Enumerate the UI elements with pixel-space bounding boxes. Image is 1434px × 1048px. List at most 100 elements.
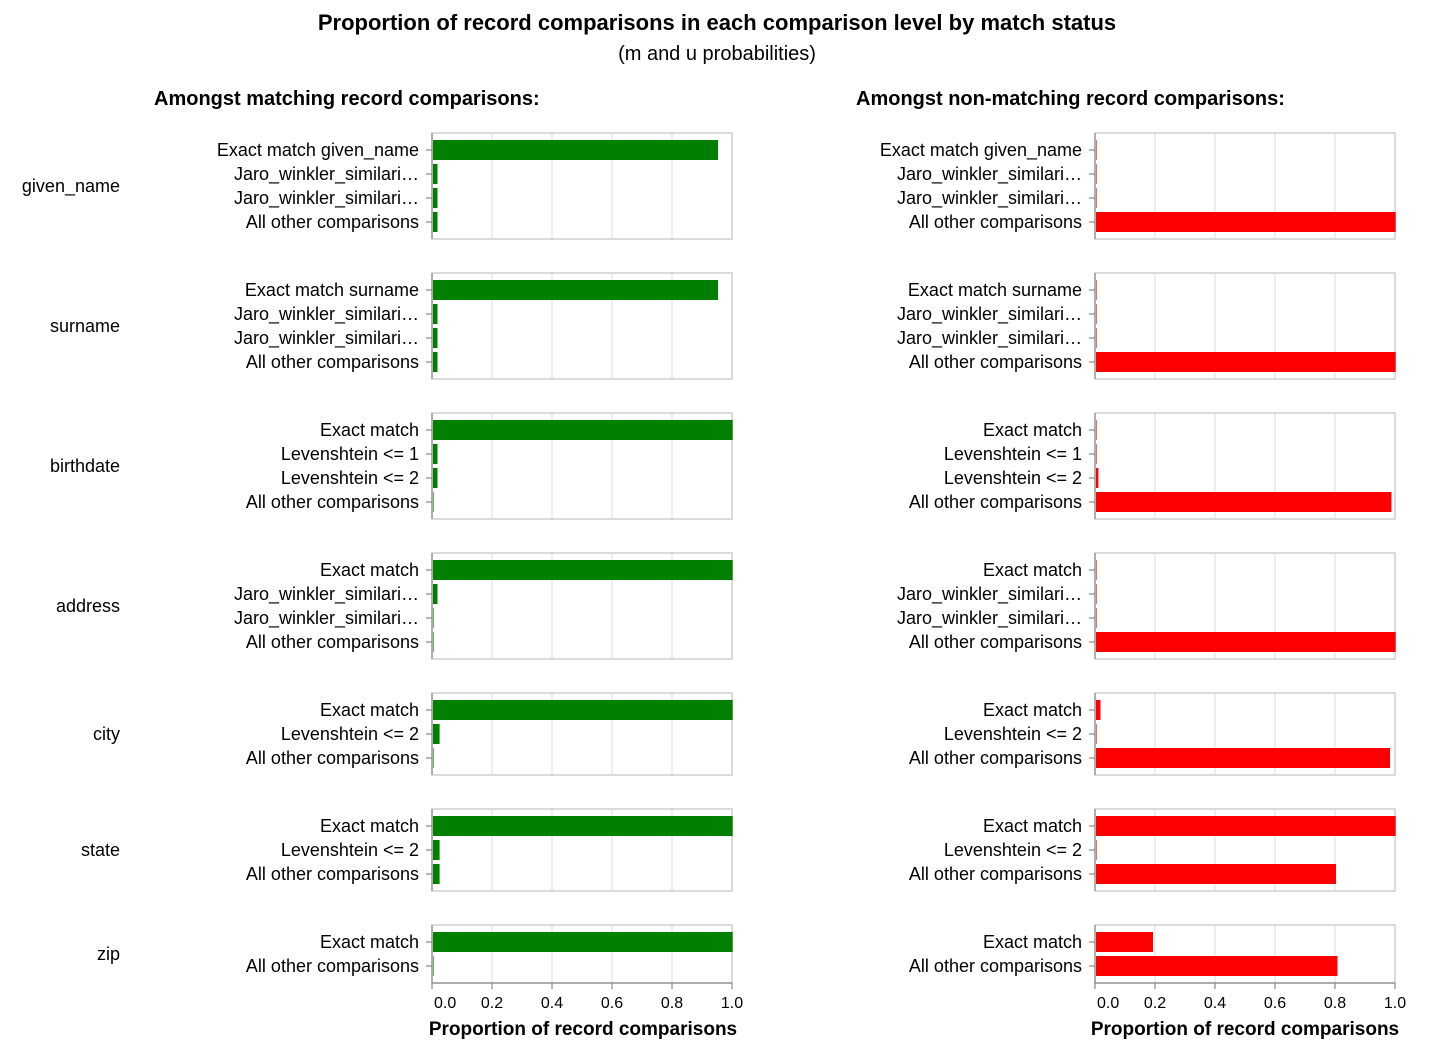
comparison-label: city <box>93 724 120 744</box>
comparison-row-given_name: given_name Exact match given_name Jaro_win… <box>22 132 1396 240</box>
bar-m[interactable] <box>433 956 434 976</box>
bar-m[interactable] <box>433 632 434 652</box>
bar-m[interactable] <box>433 352 438 372</box>
bar-m[interactable] <box>433 840 440 860</box>
bar-u[interactable] <box>1096 956 1338 976</box>
bar-u[interactable] <box>1096 188 1097 208</box>
comparison-label: birthdate <box>50 456 120 476</box>
bar-u[interactable] <box>1096 560 1097 580</box>
x-tick-label: 0.6 <box>1264 995 1286 1012</box>
bar-u[interactable] <box>1096 140 1097 160</box>
x-axis-u: 0.0 0.2 0.4 0.6 0.8 1.0 <box>1094 982 1406 1012</box>
bar-u[interactable] <box>1096 468 1099 488</box>
comparison-label: state <box>81 840 120 860</box>
bar-m[interactable] <box>433 560 733 580</box>
panel-u-given_name: Exact match given_name Jaro_winkler_simil… <box>880 132 1396 240</box>
bar-u[interactable] <box>1096 632 1396 652</box>
panel-m-given_name: Exact match given_name Jaro_winkler_simil… <box>217 132 733 240</box>
bar-m[interactable] <box>433 724 440 744</box>
bar-u[interactable] <box>1096 420 1097 440</box>
level-label: Jaro_winkler_similari… <box>897 304 1082 325</box>
level-label: Levenshtein <= 2 <box>944 468 1082 488</box>
bar-u[interactable] <box>1096 700 1101 720</box>
level-label: All other comparisons <box>909 632 1082 652</box>
bar-u[interactable] <box>1096 864 1336 884</box>
bar-u[interactable] <box>1096 584 1097 604</box>
level-label: Jaro_winkler_similari… <box>897 608 1082 629</box>
bar-u[interactable] <box>1096 492 1392 512</box>
level-label: All other comparisons <box>909 492 1082 512</box>
level-label: Levenshtein <= 2 <box>944 840 1082 860</box>
x-tick-label: 1.0 <box>721 995 743 1012</box>
bar-m[interactable] <box>433 328 438 348</box>
level-label: Exact match <box>320 700 419 720</box>
level-label: Levenshtein <= 2 <box>281 468 419 488</box>
comparison-row-birthdate: birthdate Exact match Levenshtein <= 1 Leve… <box>50 412 1396 520</box>
bar-m[interactable] <box>433 164 438 184</box>
bar-u[interactable] <box>1096 352 1396 372</box>
bar-m[interactable] <box>433 212 438 232</box>
x-tick-label: 0.2 <box>1144 995 1166 1012</box>
comparison-row-surname: surname Exact match surname Jaro_winkler_s… <box>50 272 1396 380</box>
panel-u-address: Exact match Jaro_winkler_similari… Jaro_wi… <box>897 552 1396 660</box>
comparison-label: zip <box>97 944 120 964</box>
bar-u[interactable] <box>1096 608 1097 628</box>
bar-m[interactable] <box>433 932 733 952</box>
level-label: Levenshtein <= 1 <box>944 444 1082 464</box>
bar-u[interactable] <box>1096 932 1153 952</box>
bar-u[interactable] <box>1096 748 1390 768</box>
bar-m[interactable] <box>433 864 440 884</box>
level-label: All other comparisons <box>909 352 1082 372</box>
x-axis-m: 0.0 0.2 0.4 0.6 0.8 1.0 <box>431 982 743 1012</box>
bar-u[interactable] <box>1096 724 1097 744</box>
panel-m-surname: Exact match surname Jaro_winkler_similari… <box>234 272 733 380</box>
x-tick-label: 0.0 <box>434 995 456 1012</box>
level-label: Jaro_winkler_similari… <box>234 328 419 349</box>
x-tick-label: 1.0 <box>1384 995 1406 1012</box>
bar-m[interactable] <box>433 420 733 440</box>
bar-m[interactable] <box>433 700 733 720</box>
level-label: Levenshtein <= 1 <box>281 444 419 464</box>
level-label: Exact match surname <box>245 280 419 300</box>
level-label: Levenshtein <= 2 <box>281 724 419 744</box>
bar-m[interactable] <box>433 816 733 836</box>
bar-m[interactable] <box>433 468 438 488</box>
level-label: Jaro_winkler_similari… <box>897 584 1082 605</box>
comparison-row-city: city Exact match Levenshtein <= 2 All other… <box>93 692 1396 776</box>
level-label: All other comparisons <box>246 748 419 768</box>
level-label: All other comparisons <box>909 864 1082 884</box>
bar-m[interactable] <box>433 280 718 300</box>
panel-m-city: Exact match Levenshtein <= 2 All other com… <box>246 692 733 776</box>
bar-u[interactable] <box>1096 212 1396 232</box>
panel-m-birthdate: Exact match Levenshtein <= 1 Levenshtein <… <box>246 412 733 520</box>
comparison-label: given_name <box>22 176 120 197</box>
bar-m[interactable] <box>433 444 438 464</box>
bar-u[interactable] <box>1096 304 1097 324</box>
bar-m[interactable] <box>433 584 438 604</box>
bar-u[interactable] <box>1096 840 1097 860</box>
comparison-label: address <box>56 596 120 616</box>
bar-u[interactable] <box>1096 444 1097 464</box>
bar-u[interactable] <box>1096 164 1097 184</box>
x-tick-label: 0.2 <box>481 995 503 1012</box>
panel-u-surname: Exact match surname Jaro_winkler_similari… <box>897 272 1396 380</box>
level-label: All other comparisons <box>909 748 1082 768</box>
level-label: Exact match surname <box>908 280 1082 300</box>
bar-u[interactable] <box>1096 280 1097 300</box>
bar-m[interactable] <box>433 304 438 324</box>
bar-m[interactable] <box>433 748 434 768</box>
bar-m[interactable] <box>433 140 718 160</box>
level-label: Exact match <box>320 932 419 952</box>
bar-m[interactable] <box>433 492 434 512</box>
bar-u[interactable] <box>1096 328 1097 348</box>
comparison-row-address: address Exact match Jaro_winkler_similari…… <box>56 552 1396 660</box>
panel-u-birthdate: Exact match Levenshtein <= 1 Levenshtein <… <box>909 412 1396 520</box>
bar-u[interactable] <box>1096 816 1396 836</box>
bar-m[interactable] <box>433 608 434 628</box>
x-axis-title-matching: Proportion of record comparisons <box>429 1019 737 1040</box>
level-label: All other comparisons <box>246 352 419 372</box>
level-label: Exact match <box>320 816 419 836</box>
bar-m[interactable] <box>433 188 438 208</box>
level-label: Exact match <box>983 932 1082 952</box>
